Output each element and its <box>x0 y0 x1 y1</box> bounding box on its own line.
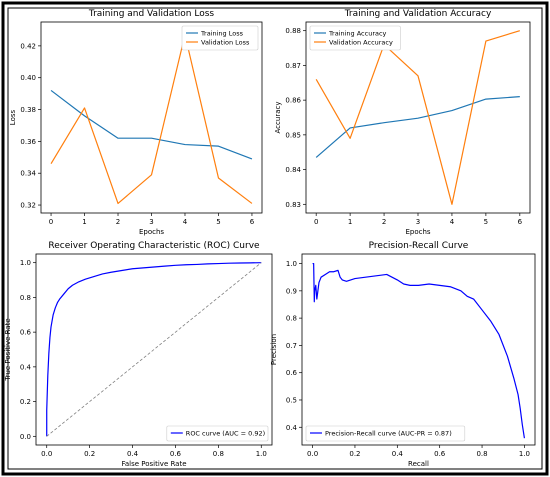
x-tick-label: 1 <box>82 218 86 226</box>
x-tick-label: 0 <box>314 218 318 226</box>
y-tick-label: 0.88 <box>285 27 301 35</box>
x-tick-label: 3 <box>149 218 153 226</box>
series-line-0 <box>312 262 526 439</box>
x-axis-label: Epochs <box>139 228 164 236</box>
x-tick-label: 5 <box>216 218 220 226</box>
y-tick-label: 0.0 <box>20 433 31 441</box>
y-axis-label: Accuracy <box>274 102 282 134</box>
legend: Precision-Recall curve (AUC-PR = 0.87) <box>305 425 466 442</box>
legend-frame <box>309 25 401 51</box>
x-tick-label: 4 <box>183 218 188 226</box>
chart-panel-3: Precision-Recall Curve 0.0 0.2 0.4 0.6 0.8 1.0… <box>270 241 536 468</box>
y-tick-label: 0.84 <box>285 166 301 174</box>
x-axis-label: False Positive Rate <box>121 460 186 468</box>
x-tick-label: 0.0 <box>41 450 52 458</box>
series-line-0 <box>46 262 262 437</box>
charts-layer: Training and Validation Loss 0 1 2 3 4 5 6 0.32 0… <box>4 9 536 468</box>
x-tick-label: 0.6 <box>170 450 182 458</box>
x-tick-label: 0 <box>49 218 53 226</box>
y-axis-label: Loss <box>9 109 17 125</box>
plot-area <box>40 21 263 214</box>
y-tick-label: 0.6 <box>286 369 298 377</box>
y-tick-label: 0.83 <box>285 201 301 209</box>
y-tick-label: 0.38 <box>20 106 36 114</box>
legend-frame <box>166 425 269 442</box>
x-tick-label: 2 <box>116 218 120 226</box>
x-tick-label: 0.2 <box>84 450 95 458</box>
y-tick-label: 1.0 <box>20 259 31 267</box>
legend-frame <box>305 425 466 442</box>
series-line-1 <box>315 30 520 205</box>
chart-title: Receiver Operating Characteristic (ROC) … <box>48 241 260 251</box>
plot-area <box>305 21 531 214</box>
y-tick-label: 0.40 <box>20 74 36 82</box>
y-tick-label: 0.7 <box>286 342 297 350</box>
series-line-1 <box>46 262 262 437</box>
legend-label: Validation Accuracy <box>329 38 393 46</box>
x-tick-label: 5 <box>484 218 488 226</box>
inner-frame <box>7 7 543 470</box>
legend-label: Precision-Recall curve (AUC-PR = 0.87) <box>325 429 452 437</box>
y-tick-label: 0.5 <box>286 396 297 404</box>
y-tick-label: 0.36 <box>20 138 36 146</box>
x-axis-label: Recall <box>408 460 429 468</box>
y-tick-label: 1.0 <box>286 260 297 268</box>
y-tick-label: 0.9 <box>286 287 297 295</box>
chart-panel-1: Training and Validation Accuracy 0 1 2 3 4 5 6 0… <box>274 9 531 236</box>
legend-label: Validation Loss <box>201 38 250 46</box>
x-tick-label: 1.0 <box>519 450 530 458</box>
chart-title: Training and Validation Accuracy <box>344 9 492 19</box>
chart-title: Training and Validation Loss <box>88 9 215 19</box>
x-tick-label: 0.8 <box>213 450 224 458</box>
y-axis-label: Precision <box>270 334 278 365</box>
x-tick-label: 0.8 <box>476 450 487 458</box>
x-tick-label: 0.0 <box>307 450 318 458</box>
y-tick-label: 0.8 <box>286 315 297 323</box>
series-line-1 <box>50 34 253 205</box>
y-tick-label: 0.8 <box>20 294 31 302</box>
series-line-0 <box>315 96 520 158</box>
y-tick-label: 0.2 <box>20 398 31 406</box>
series-line-0 <box>50 89 253 160</box>
y-axis-label: True Positive Rate <box>4 318 12 381</box>
y-tick-label: 0.6 <box>20 329 32 337</box>
x-tick-label: 3 <box>416 218 420 226</box>
x-tick-label: 0.4 <box>127 450 139 458</box>
legend-label: Training Loss <box>200 29 244 37</box>
legend-label: Training Accuracy <box>328 29 387 37</box>
y-tick-label: 0.4 <box>286 424 298 432</box>
y-tick-label: 0.86 <box>285 97 301 105</box>
x-tick-label: 0.2 <box>349 450 360 458</box>
plot-area <box>301 253 536 446</box>
y-tick-label: 0.4 <box>20 363 32 371</box>
x-axis-label: Epochs <box>405 228 430 236</box>
x-tick-label: 4 <box>450 218 455 226</box>
y-tick-label: 0.34 <box>20 170 36 178</box>
x-tick-label: 6 <box>518 218 523 226</box>
legend-label: ROC curve (AUC = 0.92) <box>186 429 265 437</box>
x-tick-label: 1 <box>348 218 352 226</box>
x-tick-label: 0.4 <box>392 450 404 458</box>
x-tick-label: 1.0 <box>256 450 267 458</box>
x-tick-label: 2 <box>382 218 386 226</box>
x-tick-label: 6 <box>250 218 255 226</box>
y-tick-label: 0.87 <box>285 62 301 70</box>
legend-frame <box>181 25 259 51</box>
chart-panel-2: Receiver Operating Characteristic (ROC) … <box>4 241 273 468</box>
chart-panel-0: Training and Validation Loss 0 1 2 3 4 5 6 0.32 0… <box>9 9 263 236</box>
chart-title: Precision-Recall Curve <box>369 241 469 251</box>
legend: ROC curve (AUC = 0.92) <box>166 425 269 442</box>
y-tick-label: 0.32 <box>20 202 36 210</box>
y-tick-label: 0.85 <box>285 131 301 139</box>
y-tick-label: 0.42 <box>20 42 36 50</box>
x-tick-label: 0.6 <box>434 450 446 458</box>
